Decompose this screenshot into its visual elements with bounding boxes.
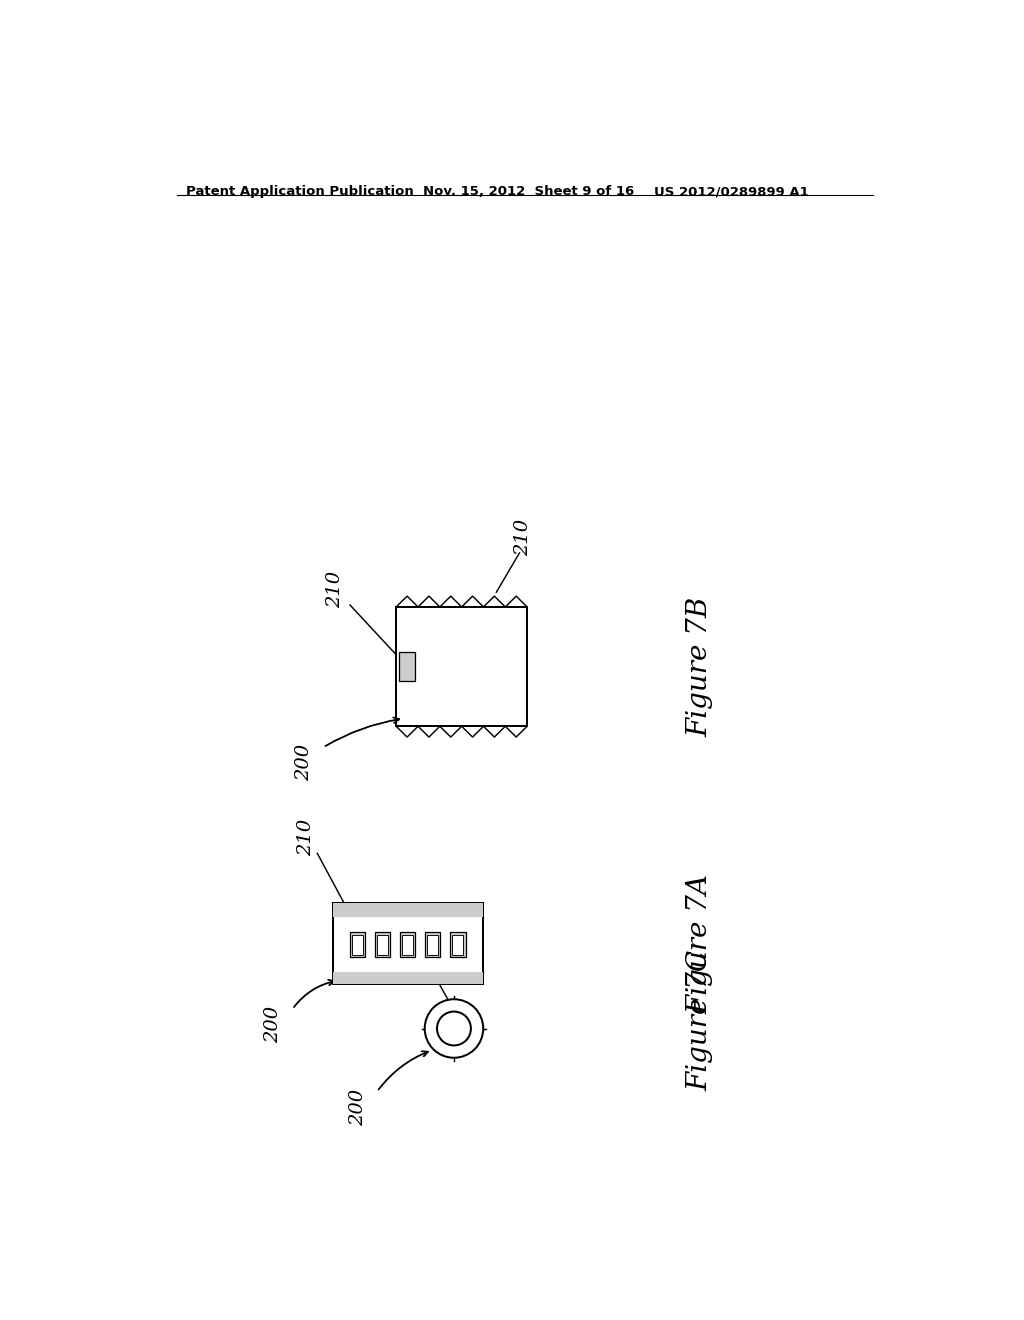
Bar [396,607,527,726]
Circle shape [425,999,483,1057]
Text: Patent Application Publication: Patent Application Publication [186,185,414,198]
Bar [400,932,416,957]
Bar [398,652,416,681]
Circle shape [437,1011,471,1045]
Bar [350,932,366,957]
Bar [352,935,364,954]
Bar [375,932,390,957]
Text: 200: 200 [264,1006,282,1043]
Bar [333,903,483,985]
Bar [333,972,483,985]
Text: 210: 210 [514,519,532,556]
Text: 200: 200 [295,744,312,781]
Text: 210: 210 [297,820,314,857]
Bar [427,935,438,954]
Text: 210: 210 [398,908,417,945]
Text: Figure 7C: Figure 7C [687,950,714,1092]
Text: Figure 7A: Figure 7A [687,874,714,1014]
Text: 200: 200 [349,1089,367,1126]
Bar [333,903,483,917]
Bar [451,932,466,957]
Bar [453,935,463,954]
Text: Nov. 15, 2012  Sheet 9 of 16: Nov. 15, 2012 Sheet 9 of 16 [423,185,635,198]
Text: Figure 7B: Figure 7B [687,597,714,737]
Text: US 2012/0289899 A1: US 2012/0289899 A1 [654,185,809,198]
Bar [425,932,440,957]
Bar [378,935,388,954]
Text: 210: 210 [326,572,344,609]
Bar [402,935,413,954]
